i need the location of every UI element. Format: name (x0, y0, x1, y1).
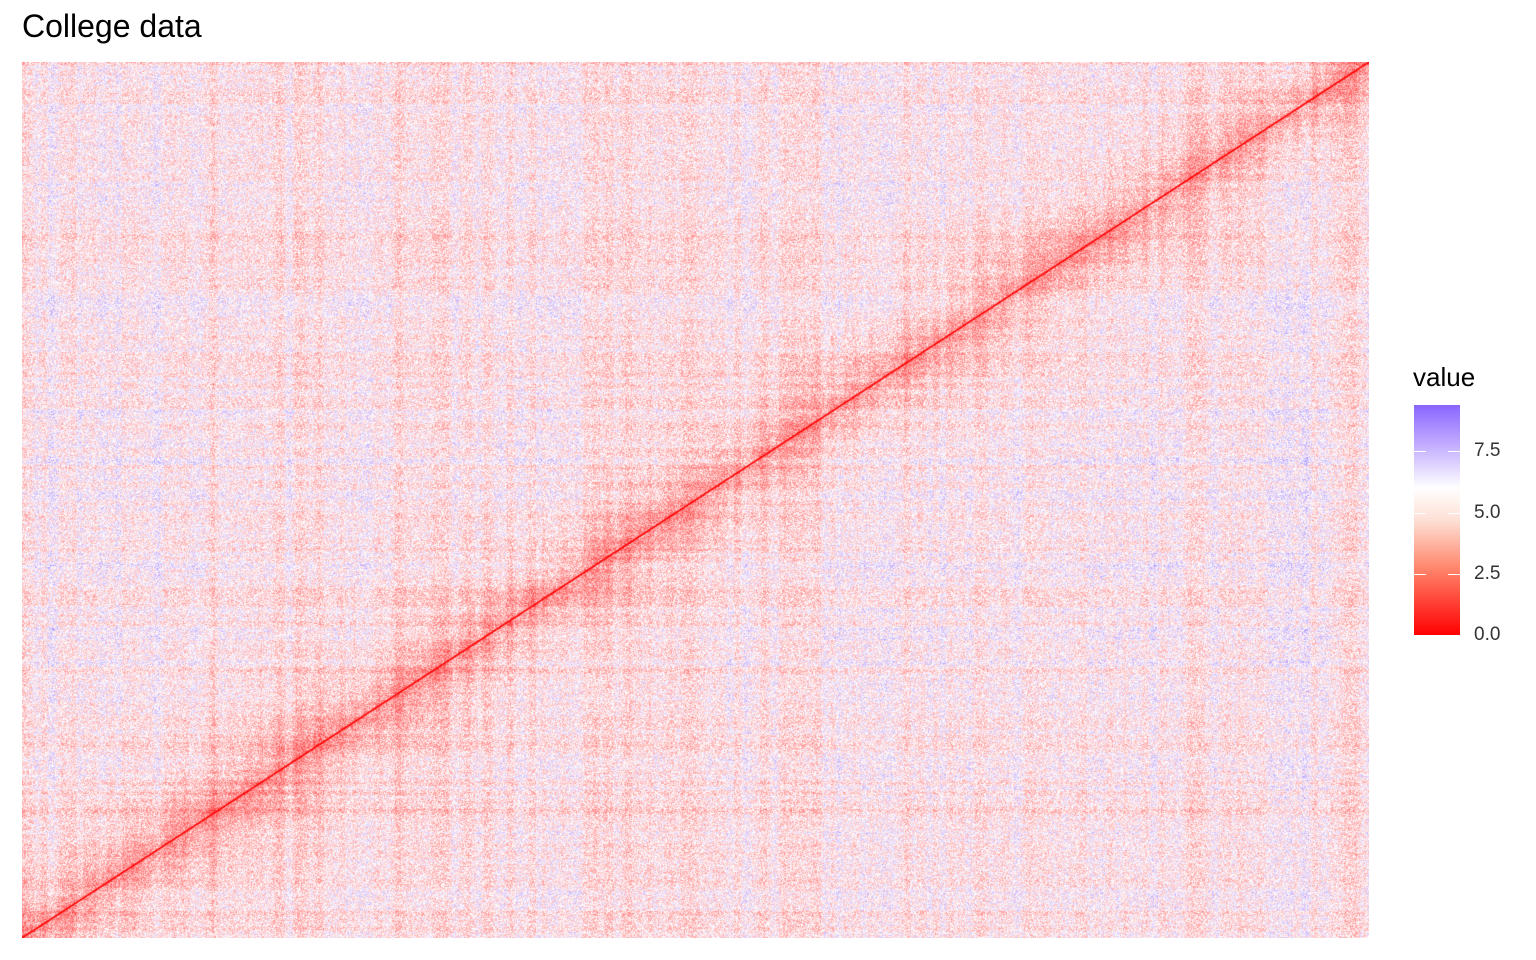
legend-title: value (1413, 362, 1476, 392)
legend-tick-mark-left (1414, 635, 1426, 636)
legend-tick-mark-right (1448, 513, 1460, 514)
legend-tick-mark-left (1414, 451, 1426, 452)
legend-tick-label: 0.0 (1474, 624, 1501, 645)
legend-tick-label: 7.5 (1474, 440, 1501, 461)
legend-tick-mark-left (1414, 574, 1426, 575)
legend-tick-mark-left (1414, 513, 1426, 514)
legend-tick-mark-right (1448, 574, 1460, 575)
legend-tick-mark-right (1448, 635, 1460, 636)
legend-colorbar (1414, 405, 1460, 635)
heatmap-plot-area (22, 62, 1369, 938)
legend-tick-label: 5.0 (1474, 502, 1501, 523)
legend-tick-label: 2.5 (1474, 563, 1501, 584)
legend-tick-mark-right (1448, 451, 1460, 452)
chart-title: College data (22, 8, 202, 44)
